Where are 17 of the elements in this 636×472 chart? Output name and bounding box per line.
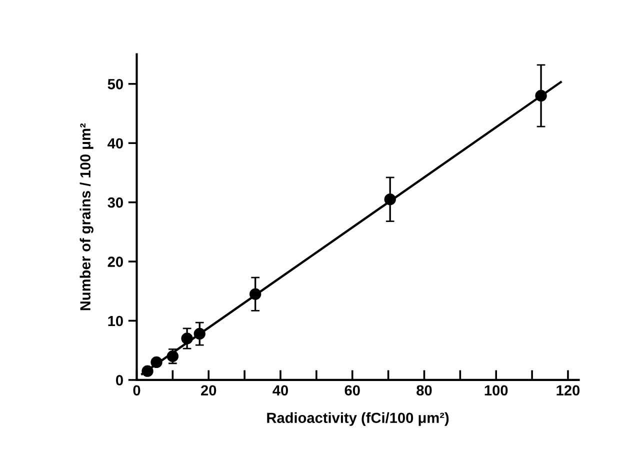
y-tick-label: 0 <box>116 375 123 386</box>
x-tick-label: 120 <box>556 385 580 396</box>
y-axis-title: Number of grains / 100 μm² <box>80 123 94 310</box>
x-tick-label: 80 <box>416 385 432 396</box>
y-tick-label: 50 <box>108 78 123 90</box>
x-tick-label: 60 <box>344 385 360 396</box>
y-tick-label: 10 <box>108 316 123 326</box>
y-tick-label: 20 <box>108 256 123 267</box>
y-tick-label: 30 <box>108 197 123 208</box>
x-tick-label: 20 <box>201 385 216 396</box>
point <box>142 365 154 377</box>
x-axis-title: Radioactivity (fCi/100 μm²) <box>267 412 449 426</box>
x-tick-label: 40 <box>272 385 288 396</box>
x-tick-label: 100 <box>484 385 508 396</box>
x-tick-label: 0 <box>133 385 140 396</box>
y-tick-label: 40 <box>108 138 123 149</box>
point <box>150 356 162 368</box>
